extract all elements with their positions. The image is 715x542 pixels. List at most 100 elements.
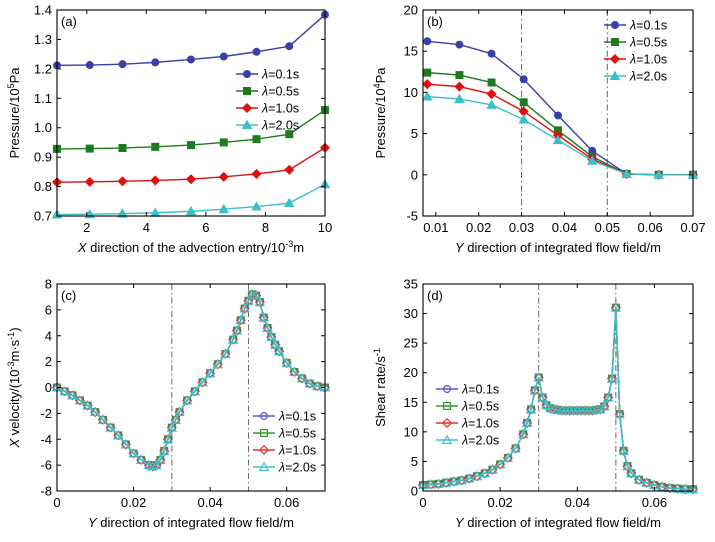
- legend-lambda: λ: [629, 70, 636, 84]
- data-point: [680, 484, 691, 495]
- data-point: [448, 476, 459, 487]
- series-4: [422, 91, 699, 179]
- x-tick-label: 0: [419, 495, 426, 510]
- data-point: [90, 406, 101, 417]
- data-point: [162, 434, 174, 445]
- legend-label: λ=2.0s: [629, 70, 667, 84]
- legend-lambda: λ: [278, 427, 285, 441]
- data-point: [285, 42, 294, 51]
- data-point: [218, 171, 229, 182]
- legend-label: λ=0.5s: [261, 85, 299, 99]
- data-point: [105, 422, 116, 432]
- data-point: [162, 433, 174, 444]
- legend-name: =2.0s: [268, 119, 299, 133]
- data-point: [166, 422, 177, 433]
- legend-swatch-marker: [243, 86, 252, 95]
- legend-swatch-marker: [260, 429, 269, 438]
- legend-lambda: λ: [461, 417, 468, 431]
- data-point: [529, 385, 541, 395]
- legend-label: λ=2.0s: [278, 461, 316, 475]
- data-point: [187, 55, 196, 64]
- series-3: [51, 142, 331, 188]
- data-point: [672, 483, 683, 494]
- legend-lambda: λ: [261, 68, 268, 82]
- data-point: [425, 479, 436, 489]
- data-point: [285, 130, 294, 139]
- series-line: [422, 307, 693, 490]
- data-point: [522, 417, 533, 429]
- data-point: [273, 345, 285, 356]
- axis-label-text: direction of integrated flow field/m: [97, 515, 294, 530]
- legend-label: λ=1.0s: [278, 444, 316, 458]
- data-point: [687, 483, 699, 494]
- data-point: [621, 168, 632, 178]
- data-point: [495, 459, 506, 470]
- legend-swatch-marker: [441, 417, 453, 429]
- data-point: [622, 461, 633, 472]
- data-point: [174, 407, 185, 418]
- x-axis-label: Y direction of integrated flow field/m: [455, 240, 661, 255]
- data-point: [518, 429, 529, 440]
- y-tick-label: 0.7: [34, 209, 52, 224]
- axis-label-superscript: -3: [285, 239, 293, 249]
- axis-label-italic: Y: [88, 515, 98, 530]
- legend-name: =0.5s: [268, 85, 299, 99]
- series-line: [56, 293, 326, 468]
- y-tick-label: 1.3: [34, 32, 52, 47]
- x-axis-label: Y direction of integrated flow field/m: [88, 515, 294, 530]
- data-point: [610, 302, 622, 312]
- y-axis-label: Shear rate/s-1: [372, 348, 388, 427]
- legend-label: λ=0.5s: [461, 400, 499, 414]
- data-point: [159, 445, 170, 456]
- data-point: [120, 438, 132, 449]
- data-point: [97, 414, 109, 424]
- legend-entry: λ=0.1s: [253, 410, 316, 424]
- legend-entry: λ=1.0s: [604, 53, 667, 67]
- data-point: [85, 61, 94, 70]
- x-tick-label: 0.06: [642, 495, 667, 510]
- legend-name: =0.1s: [268, 68, 299, 82]
- axis-label-text: Pressure/10: [373, 88, 388, 158]
- y-tick-label: 1.1: [34, 91, 52, 106]
- data-point: [266, 331, 277, 342]
- legend: λ=0.1sλ=0.5sλ=1.0sλ=2.0s: [236, 68, 299, 133]
- data-point: [471, 470, 483, 481]
- data-point: [235, 315, 246, 326]
- legend-lambda: λ: [461, 383, 468, 397]
- axis-label-superscript: 5: [6, 83, 16, 88]
- x-tick-label: 0.06: [637, 220, 662, 235]
- y-axis-label: Pressure/105Pa: [6, 67, 22, 159]
- data-point: [433, 478, 444, 489]
- data-point: [182, 395, 193, 406]
- axis-label-italic: Y: [455, 515, 465, 530]
- y-tick-label: 0.9: [34, 150, 52, 165]
- data-point: [231, 325, 243, 335]
- axis-label-superscript: 4: [372, 83, 382, 88]
- data-point: [626, 467, 637, 478]
- legend-swatch-marker: [609, 53, 621, 65]
- axis-label-italic: X: [77, 240, 88, 255]
- legend-label: λ=2.0s: [261, 119, 299, 133]
- legend-label: λ=0.1s: [461, 383, 499, 397]
- data-point: [525, 403, 537, 414]
- data-point: [258, 312, 269, 323]
- legend-entry: λ=0.1s: [604, 19, 667, 33]
- plot-frame: [56, 9, 326, 217]
- data-point: [454, 81, 465, 92]
- data-point: [235, 314, 246, 325]
- legend-entry: λ=0.5s: [436, 400, 499, 414]
- data-point: [281, 357, 292, 368]
- data-point: [274, 346, 285, 357]
- data-point: [258, 312, 269, 322]
- data-point: [118, 60, 127, 69]
- data-point: [672, 483, 683, 493]
- panel-label: (a): [61, 14, 77, 29]
- y-tick-label: -2: [40, 406, 52, 421]
- data-point: [653, 169, 664, 179]
- data-point: [262, 322, 273, 334]
- data-point: [136, 454, 147, 465]
- legend-swatch-marker: [443, 385, 452, 394]
- data-point: [664, 482, 675, 494]
- data-point: [602, 392, 614, 402]
